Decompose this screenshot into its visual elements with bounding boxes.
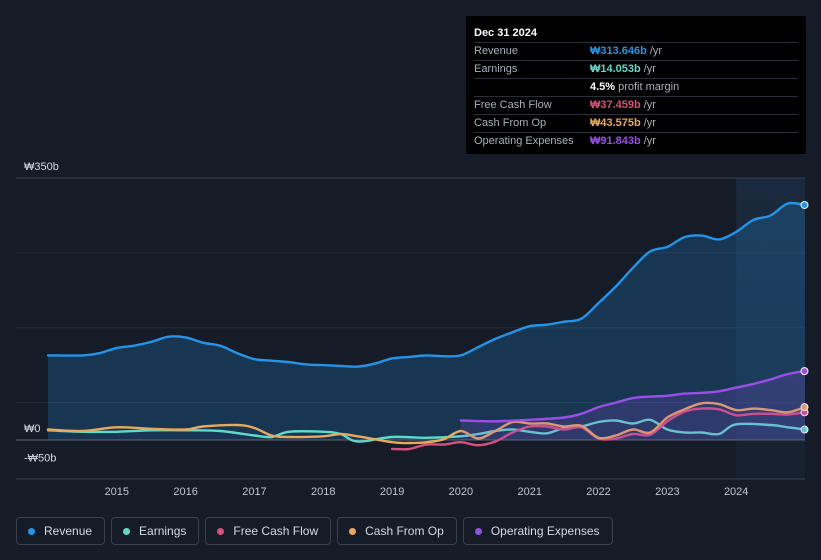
x-tick-label: 2018 xyxy=(311,486,335,498)
series-area-operating-expenses xyxy=(460,371,805,440)
tooltip-row-label: Operating Expenses xyxy=(474,135,574,147)
tooltip-row: Revenue ₩313.646b/yr xyxy=(474,42,798,60)
tooltip-row-value: ₩91.843b xyxy=(590,135,641,147)
x-tick-label: 2019 xyxy=(380,486,404,498)
series-line-revenue xyxy=(46,201,807,368)
y-tick-label: -₩50b xyxy=(24,452,56,464)
series-endpoint-earnings xyxy=(800,425,809,434)
legend-item-free-cash-flow[interactable]: Free Cash Flow xyxy=(205,517,332,545)
tooltip-date: Dec 31 2024 xyxy=(474,27,537,39)
tooltip-row: Free Cash Flow ₩37.459b/yr xyxy=(474,96,798,114)
legend-item-operating-expenses[interactable]: Operating Expenses xyxy=(462,517,613,545)
tooltip-row-value: ₩37.459b xyxy=(590,99,641,111)
tooltip-row-label: Cash From Op xyxy=(474,117,547,129)
y-tick-label: ₩0 xyxy=(24,423,41,435)
x-tick-label: 2021 xyxy=(517,486,541,498)
legend-dot-icon xyxy=(474,527,482,535)
tooltip-row: Operating Expenses ₩91.843b/yr xyxy=(474,132,798,150)
tooltip-row-unit: profit margin xyxy=(618,81,680,93)
series-line-earnings xyxy=(46,418,807,443)
tooltip-row-value: 4.5% xyxy=(590,81,616,93)
legend-item-earnings[interactable]: Earnings xyxy=(111,517,200,545)
x-tick-label: 2015 xyxy=(105,486,129,498)
tooltip-row-unit: /yr xyxy=(643,117,656,129)
series-endpoint-revenue xyxy=(800,200,809,209)
legend-label: Earnings xyxy=(139,524,187,538)
tooltip-row: 4.5% profit margin xyxy=(474,78,798,96)
legend-dot-icon xyxy=(217,527,225,535)
legend-item-revenue[interactable]: Revenue xyxy=(16,517,106,545)
tooltip-row-value: ₩14.053b xyxy=(590,63,641,75)
tooltip-row-unit: /yr xyxy=(643,135,656,147)
tooltip-row-label xyxy=(474,79,590,96)
tooltip-row: Earnings ₩14.053b/yr xyxy=(474,60,798,78)
x-tick-label: 2016 xyxy=(173,486,197,498)
y-tick-label: ₩350b xyxy=(24,161,59,173)
series-endpoint-operating-expenses xyxy=(800,367,809,376)
legend-label: Free Cash Flow xyxy=(233,524,319,538)
x-tick-label: 2022 xyxy=(586,486,610,498)
legend-dot-icon xyxy=(349,527,357,535)
x-tick-label: 2023 xyxy=(655,486,679,498)
tooltip-row-value: ₩313.646b xyxy=(590,45,647,57)
legend-dot-icon xyxy=(123,527,131,535)
tooltip-row-unit: /yr xyxy=(643,63,656,75)
legend-label: Cash From Op xyxy=(365,524,444,538)
legend: Revenue Earnings Free Cash Flow Cash From O… xyxy=(16,517,613,545)
tooltip-row-label: Earnings xyxy=(474,63,518,75)
tooltip-row-label: Revenue xyxy=(474,45,519,57)
legend-label: Revenue xyxy=(44,524,93,538)
x-tick-label: 2024 xyxy=(724,486,748,498)
legend-item-cash-from-op[interactable]: Cash From Op xyxy=(337,517,457,545)
series-area-revenue xyxy=(48,202,805,440)
tooltip-row-unit: /yr xyxy=(649,45,663,57)
tooltip-row: Cash From Op ₩43.575b/yr xyxy=(474,114,798,132)
series-line-cash-from-op xyxy=(46,401,807,445)
legend-label: Operating Expenses xyxy=(490,524,600,538)
tooltip-panel: Dec 31 2024 Revenue ₩313.646b/yr Earnings ₩… xyxy=(466,16,806,154)
series-line-operating-expenses xyxy=(459,369,807,423)
legend-dot-icon xyxy=(28,527,35,535)
series-endpoint-cash-from-op xyxy=(800,403,809,412)
x-tick-label: 2017 xyxy=(242,486,266,498)
tooltip-row-unit: /yr xyxy=(643,99,656,111)
tooltip-row-value: ₩43.575b xyxy=(590,117,641,129)
tooltip-row-label: Free Cash Flow xyxy=(474,99,552,111)
x-tick-label: 2020 xyxy=(449,486,473,498)
